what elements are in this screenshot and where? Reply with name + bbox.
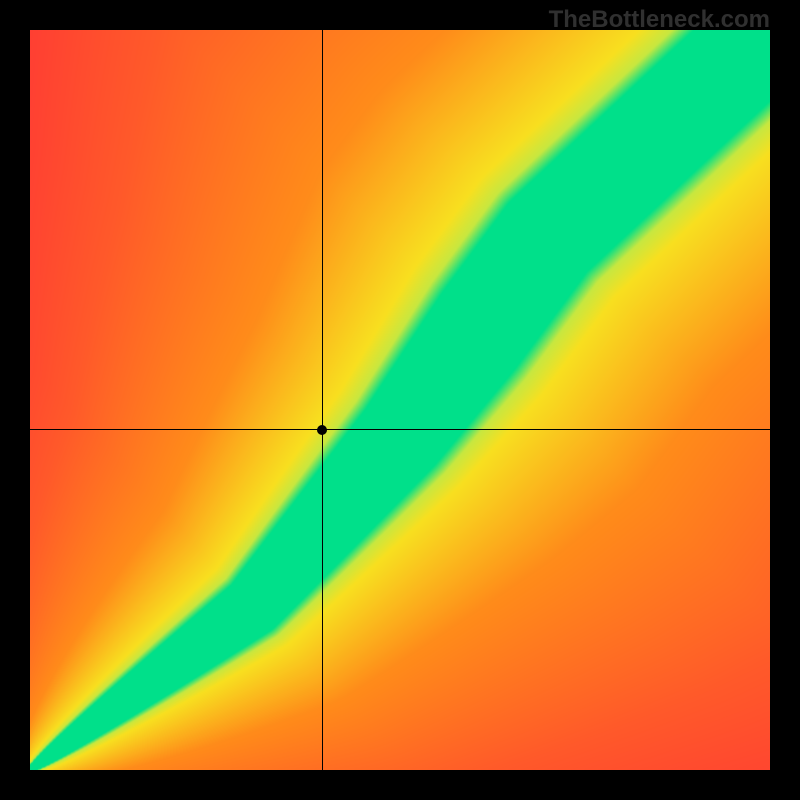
heatmap-canvas: [30, 30, 770, 770]
chart-container: TheBottleneck.com: [0, 0, 800, 800]
crosshair-dot: [317, 425, 327, 435]
watermark-text: TheBottleneck.com: [549, 6, 770, 34]
crosshair-vertical: [322, 30, 323, 770]
crosshair-horizontal: [30, 429, 770, 430]
